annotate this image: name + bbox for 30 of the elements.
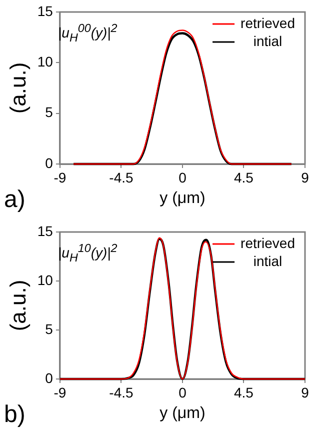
x-tick-label: 9: [301, 169, 310, 186]
x-tick-label: 0: [178, 169, 187, 186]
x-tick-label: 4.5: [234, 384, 254, 400]
y-tick-label: 0: [45, 154, 54, 171]
x-tick-label: 4.5: [234, 169, 254, 186]
y-tick-label: 10: [37, 54, 54, 70]
legend-label: intial: [253, 32, 282, 49]
y-tick-label: 0: [45, 370, 54, 386]
x-axis-title: y (μm): [160, 404, 206, 422]
y-axis-title: (a.u.): [5, 280, 30, 332]
x-tick-label: -9: [54, 169, 66, 186]
y-tick-label: 15: [37, 2, 54, 19]
y-axis-title: (a.u.): [5, 62, 30, 114]
legend-label: retrieved: [240, 14, 295, 31]
legend-label: intial: [253, 252, 282, 269]
x-tick-label: -9: [54, 384, 66, 400]
annotation: |u$_{H}$$^{10}$(y)|$^{2}$: [58, 242, 118, 264]
y-tick-label: 5: [45, 320, 54, 337]
x-tick-label: 0: [178, 384, 187, 400]
legend-label: retrieved: [240, 234, 295, 251]
text: b): [4, 401, 26, 429]
x-tick-label: -4.5: [109, 384, 134, 400]
text: a): [4, 186, 26, 214]
x-axis-title: y (μm): [160, 190, 206, 207]
y-tick-label: 15: [37, 222, 54, 239]
x-tick-label: -4.5: [109, 169, 134, 186]
x-tick-label: 9: [301, 384, 310, 400]
y-tick-label: 5: [45, 104, 54, 120]
y-tick-label: 10: [37, 272, 54, 288]
annotation: |u$_{H}$$^{00}$(y)|$^{2}$: [58, 22, 118, 44]
